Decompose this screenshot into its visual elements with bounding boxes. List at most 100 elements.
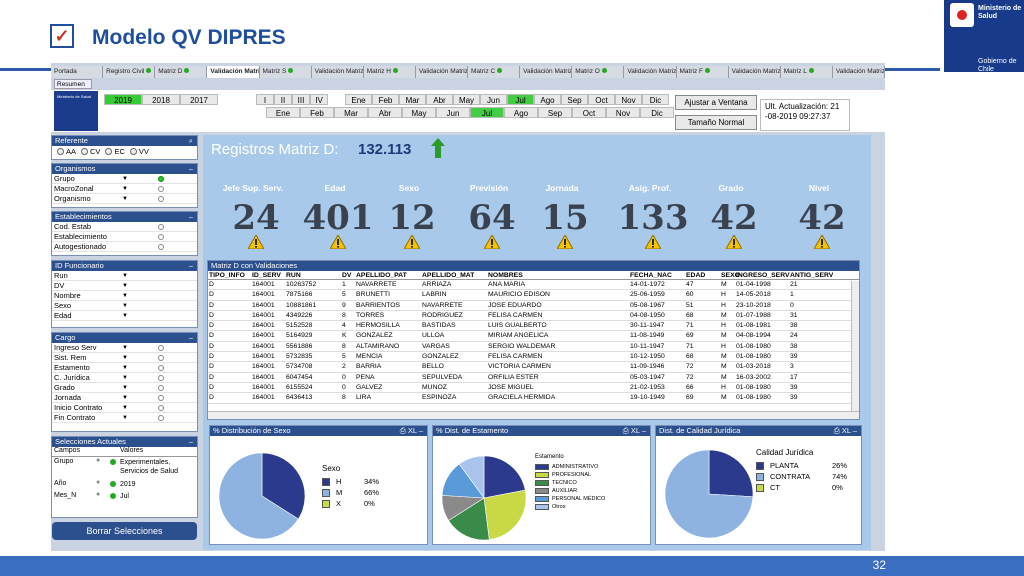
table-row[interactable]: D 164001 6436413 8 LIRA ESPINOZA GRACIELA HERM… [208, 393, 859, 404]
month-top-4[interactable]: May [453, 94, 480, 105]
cargo-row[interactable]: Inicio Contrato ▼ [52, 403, 197, 413]
month-top-11[interactable]: Dic [642, 94, 669, 105]
status-circle-icon[interactable] [158, 355, 164, 361]
year-1[interactable]: 2018 [142, 94, 180, 105]
print-minimize-icons[interactable]: ⎙ XL – [833, 426, 857, 435]
status-circle-icon[interactable] [158, 385, 164, 391]
referente-option-2[interactable]: EC [114, 147, 125, 156]
minimize-icon[interactable]: – [188, 261, 193, 270]
funcionario-row[interactable]: Nombre ▼ [52, 291, 197, 301]
establecimientos-row[interactable]: Autogestionado [52, 242, 197, 252]
horizontal-scrollbar[interactable] [208, 411, 859, 419]
borrar-selecciones-button[interactable]: Borrar Selecciones [52, 522, 197, 540]
search-icon[interactable]: ⌕ [188, 136, 193, 145]
month-top-3[interactable]: Abr [426, 94, 453, 105]
dropdown-arrow-icon[interactable]: ▼ [122, 313, 128, 319]
establecimientos-row[interactable]: Cod. Estab [52, 222, 197, 232]
month-bot-8[interactable]: Sep [538, 107, 572, 118]
month-top-7[interactable]: Ago [534, 94, 561, 105]
organismos-row[interactable]: MacroZonal ▼ [52, 184, 197, 194]
dropdown-arrow-icon[interactable]: ▼ [122, 283, 128, 289]
dropdown-arrow-icon[interactable]: ▼ [122, 293, 128, 299]
tab-2[interactable]: Matriz D [155, 66, 208, 78]
funcionario-row[interactable]: Run ▼ [52, 271, 197, 281]
radio-icon[interactable] [129, 148, 137, 155]
table-row[interactable]: D 164001 5734708 2 BARRIA BELLO VICTORIA CARME… [208, 362, 859, 373]
table-row[interactable]: D 164001 10263752 1 NAVARRETE ARRIAZA ANA MARI… [208, 280, 859, 291]
status-circle-icon[interactable] [158, 345, 164, 351]
month-bot-5[interactable]: Jun [436, 107, 470, 118]
vertical-scrollbar[interactable] [851, 281, 859, 413]
table-row[interactable]: D 164001 6155524 0 GALVEZ MUNOZ JOSE MIGUEL 21-… [208, 383, 859, 394]
funcionario-row[interactable]: Edad ▼ [52, 311, 197, 321]
funcionario-row[interactable]: Sexo ▼ [52, 301, 197, 311]
table-row[interactable]: D 164001 5732835 5 MENCIA GONZALEZ FELISA CARM… [208, 352, 859, 363]
month-top-0[interactable]: Ene [345, 94, 372, 105]
minimize-icon[interactable]: – [188, 437, 193, 446]
period-0[interactable]: I [256, 94, 274, 105]
tab-6[interactable]: Matriz H [364, 66, 416, 78]
period-3[interactable]: IV [310, 94, 328, 105]
month-bot-0[interactable]: Ene [266, 107, 300, 118]
minimize-icon[interactable]: – [188, 333, 193, 342]
table-row[interactable]: D 164001 5164929 K GONZALEZ ULLOA MIRIAM ANGEL… [208, 331, 859, 342]
pie-slice-1[interactable] [483, 489, 527, 541]
table-row[interactable]: D 164001 6047454 0 PENA SEPULVEDA ORFILIA ESTE… [208, 373, 859, 383]
tab-0[interactable]: Portada [51, 66, 104, 78]
cargo-row[interactable]: C. Jurídica ▼ [52, 373, 197, 383]
pie-slice-0[interactable] [708, 449, 754, 498]
pie-slice-1[interactable] [664, 449, 754, 539]
table-row[interactable]: D 164001 5152528 4 HERMOSILLA BASTIDAS LUIS GU… [208, 321, 859, 332]
pie-slice-1[interactable] [218, 452, 299, 540]
status-circle-icon[interactable] [158, 196, 164, 202]
organismos-row[interactable]: Organismo ▼ [52, 194, 197, 204]
month-top-1[interactable]: Feb [372, 94, 399, 105]
month-bot-4[interactable]: May [402, 107, 436, 118]
table-row[interactable]: D 164001 10881861 9 BARRIENTOS NAVARRETE JOSE … [208, 301, 859, 311]
month-top-8[interactable]: Sep [561, 94, 588, 105]
cargo-row[interactable]: Ingreso Serv ▼ [52, 343, 197, 353]
month-top-9[interactable]: Oct [588, 94, 615, 105]
month-top-6[interactable]: Jul [507, 94, 534, 105]
referente-option-3[interactable]: VV [138, 147, 149, 156]
dropdown-arrow-icon[interactable]: ▼ [122, 395, 128, 401]
minimize-icon[interactable]: – [188, 212, 193, 221]
dropdown-arrow-icon[interactable]: ▼ [122, 385, 128, 391]
status-circle-icon[interactable] [158, 375, 164, 381]
dropdown-arrow-icon[interactable]: ▼ [122, 176, 128, 182]
print-minimize-icons[interactable]: ⎙ XL – [622, 426, 646, 435]
radio-icon[interactable] [57, 148, 64, 155]
cargo-row[interactable]: Grado ▼ [52, 383, 197, 393]
resumen-button[interactable]: Resumen [54, 79, 92, 89]
tab-7[interactable]: Validación Matriz H [416, 66, 468, 78]
funcionario-row[interactable]: DV ▼ [52, 281, 197, 291]
status-circle-icon[interactable] [158, 224, 164, 230]
month-bot-7[interactable]: Ago [504, 107, 538, 118]
radio-icon[interactable] [81, 148, 89, 155]
tab-11[interactable]: Validación Matriz O [624, 66, 677, 78]
establecimientos-row[interactable]: Establecimiento [52, 232, 197, 242]
tamano-normal-button[interactable]: Tamaño Normal [675, 115, 757, 130]
month-top-5[interactable]: Jun [480, 94, 507, 105]
tab-8[interactable]: Matriz C [468, 66, 521, 78]
month-bot-10[interactable]: Nov [606, 107, 640, 118]
cargo-row[interactable]: Sist. Rem ▼ [52, 353, 197, 363]
status-circle-icon[interactable] [158, 186, 164, 192]
table-row[interactable]: D 164001 5561886 8 ALTAMIRANO VARGAS SERGIO WA… [208, 342, 859, 353]
dropdown-arrow-icon[interactable]: ▼ [122, 375, 128, 381]
table-row[interactable]: D 164001 7875166 5 BRUNETTI LABRIN MAURICIO ED… [208, 290, 859, 301]
month-bot-9[interactable]: Oct [572, 107, 606, 118]
tab-14[interactable]: Matriz L [781, 66, 833, 78]
period-2[interactable]: III [292, 94, 310, 105]
status-circle-icon[interactable] [158, 176, 164, 182]
month-top-10[interactable]: Nov [615, 94, 642, 105]
dropdown-arrow-icon[interactable]: ▼ [122, 355, 128, 361]
cargo-row[interactable]: Fin Contrato ▼ [52, 413, 197, 423]
dropdown-arrow-icon[interactable]: ▼ [122, 186, 128, 192]
tab-10[interactable]: Matriz O [572, 66, 625, 78]
dropdown-arrow-icon[interactable]: ▼ [122, 303, 128, 309]
cargo-row[interactable]: Estamento ▼ [52, 363, 197, 373]
tab-12[interactable]: Matriz F [677, 66, 729, 78]
year-0[interactable]: 2019 [104, 94, 142, 105]
month-bot-11[interactable]: Dic [640, 107, 674, 118]
